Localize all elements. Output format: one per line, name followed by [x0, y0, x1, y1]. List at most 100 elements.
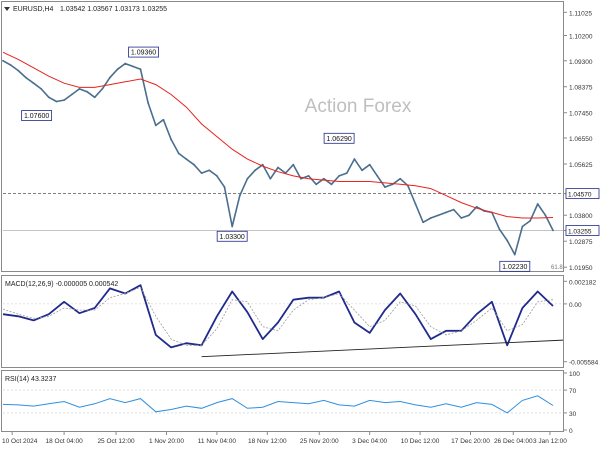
price-point — [9, 64, 12, 66]
symbol-label: EURUSD,H4 — [13, 6, 54, 13]
price-point — [101, 87, 104, 90]
x-tick-label: 18 Nov 12:00 — [248, 438, 287, 445]
price-point — [93, 96, 96, 99]
y-highlight-box — [565, 188, 600, 200]
y-tick-label: 1.06550 — [569, 136, 593, 143]
rsi-line — [2, 395, 554, 414]
symbol-arrow-icon — [4, 7, 10, 11]
y-tick-label: 0 — [569, 428, 573, 435]
price-point — [63, 99, 66, 101]
price-point — [124, 62, 127, 65]
annotation-layer: 1.09360 1.07600 1.03300 1.06290 1.02230 — [21, 46, 531, 272]
price-point — [116, 68, 119, 71]
price-point — [32, 82, 35, 85]
y-tick-label: 1.01950 — [569, 265, 593, 272]
x-tick-label: 18 Oct 04:00 — [45, 438, 83, 445]
x-tick-label: 1 Nov 20:00 — [149, 438, 184, 445]
price-point — [513, 253, 516, 256]
x-tick-label: 11 Nov 04:00 — [198, 438, 237, 445]
price-point — [277, 166, 279, 169]
price-point — [345, 172, 348, 175]
price-point — [254, 169, 256, 172]
price-line — [2, 60, 554, 256]
price-point — [246, 177, 249, 180]
price-point — [17, 69, 20, 72]
price-annotation-box — [128, 46, 159, 58]
macd-panel-frame — [1, 275, 564, 368]
y-highlight-box — [565, 225, 600, 236]
price-point — [215, 175, 218, 177]
price-point — [300, 177, 302, 180]
price-point — [223, 186, 226, 189]
watermark: Action Forex — [305, 96, 412, 117]
price-point — [208, 169, 211, 172]
x-tick-label: 10 Oct 2024 — [2, 438, 38, 445]
rsi-grid — [3, 389, 563, 414]
price-point — [231, 225, 234, 228]
price-point — [498, 228, 501, 231]
price-annotation-box — [216, 230, 248, 242]
price-point — [185, 158, 188, 160]
price-point — [307, 175, 310, 177]
y-axis: 1.11025 1.10200 1.09300 1.08375 1.07450 1.065… — [563, 10, 600, 435]
rsi-label: RSI(14) 43.3237 — [5, 376, 56, 383]
fib-level-label: 61.8 — [551, 265, 563, 271]
price-point — [139, 68, 142, 71]
price-point — [506, 239, 509, 242]
macd-signal-line — [2, 286, 554, 346]
y-tick-label: 1.07450 — [569, 111, 593, 118]
x-tick-label: 3 Jan 12:00 — [533, 438, 567, 445]
price-point — [460, 217, 463, 219]
price-point — [437, 214, 440, 217]
price-point — [170, 138, 172, 141]
y-tick-label: -0.005584 — [569, 360, 599, 367]
x-axis: 10 Oct 2024 18 Oct 04:00 25 Oct 12:00 1 Nov… — [2, 432, 567, 445]
y-tick-label: 1.04570 — [568, 192, 592, 199]
price-point — [147, 101, 150, 104]
price-point — [25, 76, 27, 79]
price-point — [131, 65, 134, 68]
y-tick-label: 1.03255 — [568, 229, 592, 236]
price-point — [47, 96, 50, 99]
x-tick-label: 25 Nov 20:00 — [300, 438, 339, 445]
price-point — [78, 87, 81, 90]
y-tick-label: 1.05625 — [569, 162, 593, 169]
price-point — [55, 100, 58, 103]
y-tick-label: 100 — [569, 371, 580, 378]
chart-header: EURUSD,H4 1.03542 1.03567 1.03173 1.0325… — [4, 6, 167, 13]
price-grid — [3, 193, 563, 231]
y-tick-label: 1.10200 — [569, 33, 593, 40]
price-annotation-label: 1.02230 — [502, 264, 527, 271]
price-point — [269, 177, 272, 180]
y-tick-label: 1.08375 — [569, 85, 593, 92]
price-point — [353, 158, 356, 160]
y-tick-label: 70 — [569, 388, 577, 395]
price-annotation-label: 1.09360 — [131, 50, 156, 57]
price-point — [429, 217, 432, 219]
rsi-layer — [2, 395, 554, 414]
panel-frames — [1, 1, 564, 432]
macd-layer — [2, 284, 564, 358]
price-point — [200, 172, 203, 175]
price-point — [322, 177, 325, 180]
price-point — [338, 175, 341, 177]
price-point — [544, 214, 547, 217]
y-tick-label: 1.02875 — [569, 239, 593, 246]
x-tick-label: 26 Dec 04:00 — [494, 438, 533, 445]
price-point — [384, 186, 386, 189]
y-tick-label: 1.03800 — [569, 213, 593, 220]
price-point — [552, 229, 554, 232]
price-point — [238, 194, 241, 197]
price-point — [330, 183, 333, 186]
price-point — [452, 208, 455, 211]
price-point — [536, 203, 539, 205]
price-annotation-label: 1.06290 — [326, 136, 351, 143]
y-tick-label: 1.11025 — [569, 10, 592, 17]
price-point — [292, 163, 295, 166]
rsi-panel-frame — [1, 370, 564, 432]
price-annotation-box — [21, 110, 53, 121]
macd-line — [2, 284, 554, 349]
price-point — [70, 93, 73, 96]
price-annotation-box — [499, 260, 531, 272]
